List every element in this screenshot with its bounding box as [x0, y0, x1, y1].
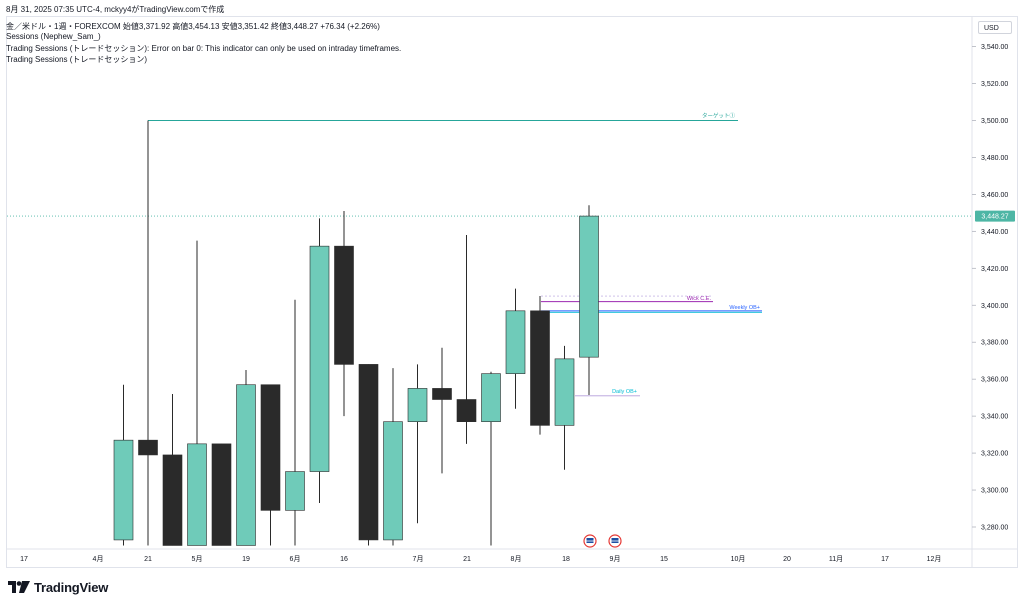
candle-body [285, 471, 305, 511]
time-axis-label: 8月 [511, 555, 522, 563]
indicator-legend-1[interactable]: Sessions (Nephew_Sam_) [6, 32, 101, 41]
chart-frame [6, 16, 1018, 568]
candle[interactable] [162, 393, 183, 546]
time-axis-label: 11月 [829, 555, 843, 563]
candle-body [358, 364, 379, 541]
time-axis-label: 12月 [927, 555, 942, 563]
time-axis-label: 9月 [610, 555, 621, 563]
candle-body [383, 421, 403, 541]
candle[interactable] [505, 288, 526, 409]
target-label: ターゲット① [702, 112, 736, 120]
candle[interactable] [432, 347, 452, 474]
candle-body [432, 388, 452, 400]
wick-ce-label: Wick C.E. [687, 296, 712, 302]
time-axis-label: 21 [144, 556, 152, 563]
candle[interactable] [309, 218, 330, 503]
tradingview-logo[interactable]: TradingView [8, 579, 108, 595]
time-axis-label: 16 [340, 556, 348, 563]
price-axis-label: 3,480.00 [981, 155, 1008, 162]
candle-body [260, 384, 281, 511]
time-axis-label: 6月 [290, 555, 301, 563]
candle-body [113, 439, 134, 541]
time-axis-label: 10月 [731, 555, 746, 563]
candle-body [407, 388, 428, 422]
price-axis-label: 3,360.00 [981, 377, 1008, 384]
price-axis-label: 3,300.00 [981, 488, 1008, 495]
candle[interactable] [456, 235, 477, 444]
us-flag-icon[interactable] [583, 534, 597, 548]
time-axis-label: 15 [660, 556, 668, 563]
candle-body [236, 384, 256, 546]
time-axis-label: 21 [463, 556, 471, 563]
tradingview-logo-icon [8, 581, 30, 593]
candle[interactable] [260, 384, 281, 546]
candle-body [554, 358, 575, 426]
brand-name: TradingView [34, 579, 109, 595]
candle-body [309, 245, 330, 472]
candle-body [211, 443, 232, 546]
time-axis-label: 17 [20, 556, 28, 563]
candle-body [456, 399, 477, 422]
candle-body [162, 454, 183, 546]
price-axis-label: 3,380.00 [981, 340, 1008, 347]
current-price-tag [975, 210, 1015, 222]
price-axis-label: 3,340.00 [981, 414, 1008, 421]
candle[interactable] [383, 368, 403, 546]
currency-selector[interactable]: USD [978, 21, 1012, 34]
candle[interactable] [407, 364, 428, 524]
candle[interactable] [358, 364, 379, 546]
price-axis-label: 3,540.00 [981, 44, 1008, 51]
candle-body [187, 443, 207, 546]
price-axis-label: 3,400.00 [981, 303, 1008, 310]
price-axis-label: 3,320.00 [981, 451, 1008, 458]
candle[interactable] [481, 371, 501, 546]
candle[interactable] [187, 240, 207, 546]
candle[interactable] [138, 120, 158, 546]
candle[interactable] [530, 296, 550, 435]
price-axis-label: 3,460.00 [981, 192, 1008, 199]
time-axis-label: 4月 [93, 555, 104, 563]
candle[interactable] [211, 443, 232, 546]
daily-ob-label: Daily OB+ [612, 389, 637, 395]
candle-body [505, 310, 526, 374]
candle[interactable] [554, 345, 575, 470]
candle-body [481, 373, 501, 422]
candle-body [138, 439, 158, 456]
candle[interactable] [236, 369, 256, 546]
candle-body [334, 245, 354, 365]
time-axis-label: 18 [562, 556, 570, 563]
candle[interactable] [113, 384, 134, 546]
time-axis-label: 7月 [413, 555, 424, 563]
price-axis-label: 3,280.00 [981, 525, 1008, 532]
candle-body [530, 310, 550, 426]
symbol-legend[interactable]: 金／米ドル・1週・FOREXCOM 始値3,371.92 高値3,454.13 … [6, 22, 380, 31]
us-flag-icon[interactable] [608, 534, 622, 548]
current-price-tag-label: 3,448.27 [981, 214, 1008, 221]
price-axis-label: 3,500.00 [981, 118, 1008, 125]
time-axis-label: 20 [783, 556, 791, 563]
candle-body [579, 215, 599, 358]
time-axis-label: 19 [242, 556, 250, 563]
time-axis-label: 17 [881, 556, 889, 563]
header-datetime: 8月 31, 2025 07:35 UTC-4, mckyy4がTradingV… [6, 5, 225, 14]
price-axis-label: 3,520.00 [981, 81, 1008, 88]
weekly-ob-label: Weekly OB+ [729, 305, 760, 311]
candle[interactable] [334, 211, 354, 417]
indicator-legend-2[interactable]: Trading Sessions (トレードセッション): Error on b… [6, 44, 402, 53]
price-axis-label: 3,420.00 [981, 266, 1008, 273]
candle[interactable] [285, 299, 305, 546]
candle[interactable] [579, 205, 599, 396]
price-axis-label: 3,440.00 [981, 229, 1008, 236]
indicator-legend-3[interactable]: Trading Sessions (トレードセッション) [6, 55, 148, 64]
time-axis-label: 5月 [192, 555, 203, 563]
